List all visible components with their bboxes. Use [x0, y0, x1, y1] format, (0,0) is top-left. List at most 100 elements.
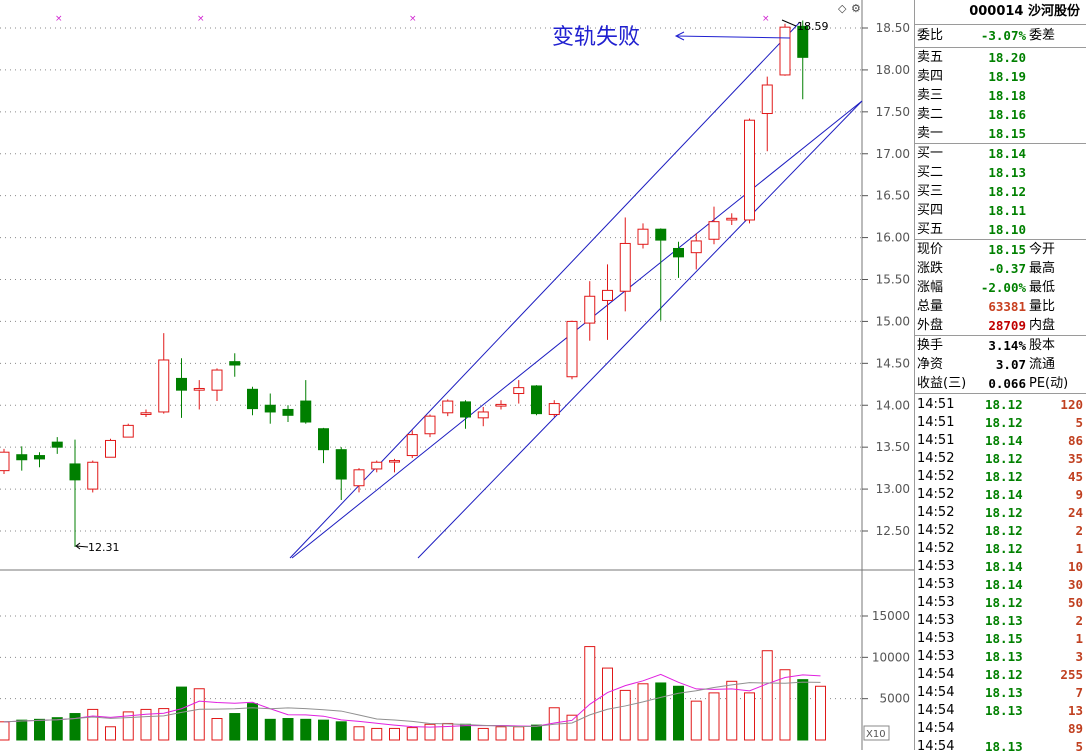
- tick-row: 14:54 18.13 5: [915, 738, 1086, 756]
- candle: [406, 430, 418, 459]
- kline-chart[interactable]: 18.50 18.00 17.50 17.00 16.50 16.00 15.50 15.00…: [0, 0, 914, 750]
- tick-volume: 1: [1075, 631, 1083, 646]
- tick-price: 18.12: [985, 397, 1023, 412]
- candle: [761, 76, 773, 152]
- buy-row[interactable]: 买四 18.11: [917, 203, 1026, 218]
- candle-body: [744, 119, 755, 221]
- volume-ma5-line: [3, 673, 821, 728]
- candle: [655, 228, 667, 321]
- candle-body: [442, 400, 454, 414]
- candle: [566, 320, 578, 380]
- volume-bar: [584, 646, 596, 741]
- stats-block: 换手 3.14% 股本 净资 3.07 流通 收益(三) 0.066 PE(动): [915, 336, 1086, 394]
- tick-time: 14:51: [917, 433, 955, 448]
- candle-body: [229, 361, 241, 366]
- volume-bar: [69, 713, 81, 741]
- buy-row[interactable]: 买二 18.13: [917, 165, 1026, 180]
- sell-row[interactable]: 卖二 18.16: [917, 107, 1026, 122]
- buy-row[interactable]: 买三 18.12: [917, 184, 1026, 199]
- candle-body: [531, 385, 542, 415]
- volume-bar: [353, 726, 365, 741]
- buy-row[interactable]: 买一 18.14: [917, 146, 1026, 161]
- price-tick-label: 14.00: [876, 398, 910, 412]
- tick-volume: 35: [1067, 451, 1083, 466]
- candle-body: [708, 221, 720, 240]
- candle: [602, 264, 613, 340]
- candle-body: [353, 469, 365, 487]
- tick-volume: 120: [1060, 397, 1083, 412]
- candle: [247, 386, 258, 416]
- tick-time: 14:53: [917, 559, 955, 574]
- volume-tick-label: 15000: [872, 609, 910, 623]
- volume-bar: [406, 727, 418, 741]
- tick-price: 18.13: [985, 739, 1023, 754]
- tick-row: 14:52 18.12 24: [915, 504, 1086, 522]
- tick-volume: 3: [1075, 649, 1083, 664]
- candle-body: [264, 404, 276, 413]
- gear-icon[interactable]: ⚙: [851, 2, 861, 15]
- volume-bar: [619, 689, 631, 741]
- sell-row[interactable]: 卖一 18.15: [917, 126, 1026, 141]
- candle-body: [460, 401, 471, 418]
- candle-body: [87, 461, 99, 490]
- candle: [690, 233, 702, 270]
- candle: [548, 400, 560, 417]
- low-label-arrow: [75, 542, 81, 550]
- volume-bar: [122, 711, 134, 741]
- tick-row: 14:53 18.15 1: [915, 630, 1086, 648]
- price-axis: 18.50 18.00 17.50 17.00 16.50 16.00 15.50 15.00…: [862, 21, 910, 741]
- volume-bar: [300, 718, 312, 741]
- tick-list[interactable]: 14:51 18.12 120 14:51 18.12 5 14:51 18.14 86 14:5…: [915, 394, 1086, 756]
- sell-row[interactable]: 卖四 18.19: [917, 69, 1026, 84]
- tick-row: 14:53 18.13 2: [915, 612, 1086, 630]
- price-grid: [0, 0, 914, 750]
- tick-price: 18.14: [985, 559, 1023, 574]
- candle: [122, 423, 134, 438]
- volume-unit-label: X10: [866, 729, 886, 740]
- tick-time: 14:52: [917, 541, 955, 556]
- candle: [16, 446, 28, 471]
- tick-price: 18.13: [985, 649, 1023, 664]
- candle-body: [318, 428, 329, 451]
- tick-price: 18.12: [985, 451, 1023, 466]
- x-marker-3: ×: [409, 14, 417, 24]
- volume-bar: [34, 718, 45, 741]
- tick-volume: 5: [1075, 415, 1083, 430]
- candle-body: [566, 320, 578, 378]
- candle-body: [247, 388, 258, 410]
- candle-body: [495, 403, 507, 407]
- volume-bar: [87, 708, 99, 741]
- tick-volume: 2: [1075, 523, 1083, 538]
- tick-time: 14:53: [917, 631, 955, 646]
- candle: [442, 399, 454, 417]
- tick-row: 14:52 18.12 2: [915, 522, 1086, 540]
- volume-bar: [690, 700, 702, 741]
- annotation-arrow-head: [674, 31, 685, 41]
- volume-bar: [193, 688, 205, 741]
- tick-time: 14:53: [917, 613, 955, 628]
- tick-volume: 30: [1067, 577, 1083, 592]
- tick-time: 14:51: [917, 397, 955, 412]
- volume-bar: [673, 685, 684, 741]
- candle-body: [211, 369, 223, 391]
- price-tick-label: 16.00: [876, 231, 910, 245]
- buy-row[interactable]: 买五 18.10: [917, 222, 1026, 237]
- candle: [708, 206, 720, 245]
- sell-row[interactable]: 卖三 18.18: [917, 88, 1026, 103]
- tick-row: 14:52 18.12 45: [915, 468, 1086, 486]
- candle-body: [673, 247, 684, 258]
- tick-time: 14:53: [917, 649, 955, 664]
- volume-bar: [264, 718, 276, 741]
- candle: [779, 23, 791, 76]
- tick-row: 14:54 18.13 13: [915, 702, 1086, 720]
- price-tick-label: 14.50: [876, 356, 910, 370]
- diamond-icon[interactable]: ◇: [838, 2, 847, 15]
- tick-time: 14:53: [917, 577, 955, 592]
- volume-bar: [761, 650, 773, 741]
- sell-row[interactable]: 卖五 18.20: [917, 50, 1026, 65]
- candle: [371, 460, 383, 473]
- tick-price: 18.13: [985, 685, 1023, 700]
- tick-time: 14:54: [917, 739, 955, 754]
- tick-volume: 45: [1067, 469, 1083, 484]
- tick-time: 14:54: [917, 685, 955, 700]
